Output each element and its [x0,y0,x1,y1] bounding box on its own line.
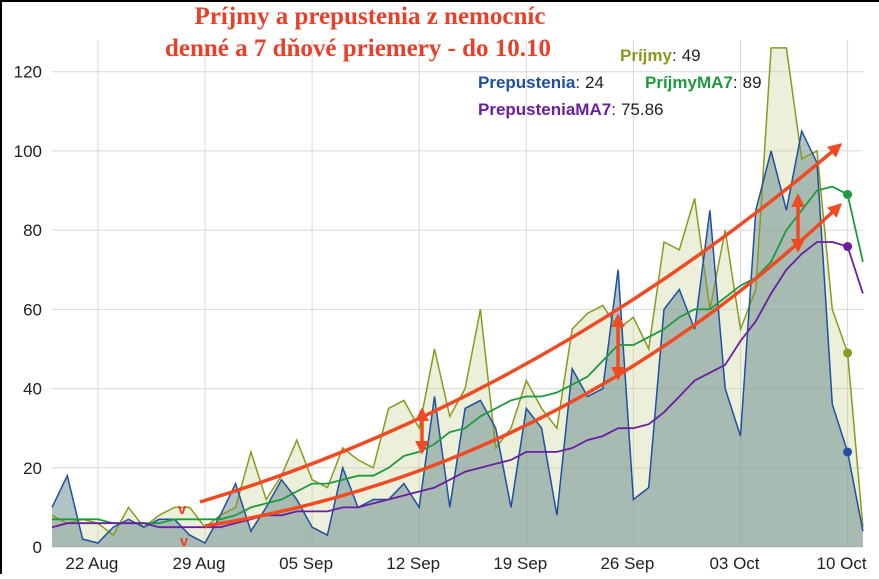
chart-subtitle: denné a 7 dňové priemery - do 10.10 [165,35,551,62]
annotation: v [178,501,187,518]
trend-arrow [199,143,843,504]
legend-value: 49 [682,46,701,65]
x-tick-label: 29 Aug [173,554,226,573]
legend-entry: Príjmy: 49 [620,46,701,65]
x-tick-label: 05 Sep [279,554,333,573]
lines [51,47,864,545]
series-line [51,128,864,545]
x-tick-label: 03 Oct [709,554,759,573]
end-marker [843,242,853,252]
area [52,131,863,547]
legend-separator: : [733,73,738,92]
trend-annotations [199,143,843,528]
legend-entry: PrepusteniaMA7: 75.86 [478,100,663,119]
x-tick-label: 12 Sep [386,554,440,573]
legend-separator: : [672,46,677,65]
legend-value: 89 [743,73,762,92]
y-tick-label: 60 [23,300,42,319]
x-tick-label: 26 Sep [600,554,654,573]
legend-entry: PríjmyMA7: 89 [645,73,762,92]
legend-value: 24 [585,73,604,92]
legend-separator: : [611,100,616,119]
end-marker [843,189,853,199]
y-tick-label: 120 [14,63,42,82]
end-marker [843,447,853,457]
areas [52,47,863,548]
legend-value: 75.86 [621,100,664,119]
series-line [51,241,864,529]
chart-title: Príjmy a prepustenia z nemocníc [195,3,546,30]
legend-name: Prepustenia [478,73,576,92]
legend-entry: Prepustenia: 24 [478,73,604,92]
annotation: v [180,533,189,550]
end-marker [843,348,853,358]
trend-arrow [204,203,843,528]
x-tick-label: 19 Sep [493,554,547,573]
y-tick-label: 40 [23,380,42,399]
y-tick-label: 80 [23,221,42,240]
x-tick-label: 10 Oct [817,554,867,573]
series-line [52,185,864,525]
legend-separator: : [575,73,580,92]
y-tick-label: 100 [14,142,42,161]
series-line [51,47,864,537]
legend-name: PrepusteniaMA7 [478,100,611,119]
y-tick-label: 0 [33,538,42,557]
legend-name: PríjmyMA7 [645,73,733,92]
legend-name: Príjmy [620,46,673,65]
y-tick-label: 20 [23,459,42,478]
x-tick-label: 22 Aug [65,554,118,573]
